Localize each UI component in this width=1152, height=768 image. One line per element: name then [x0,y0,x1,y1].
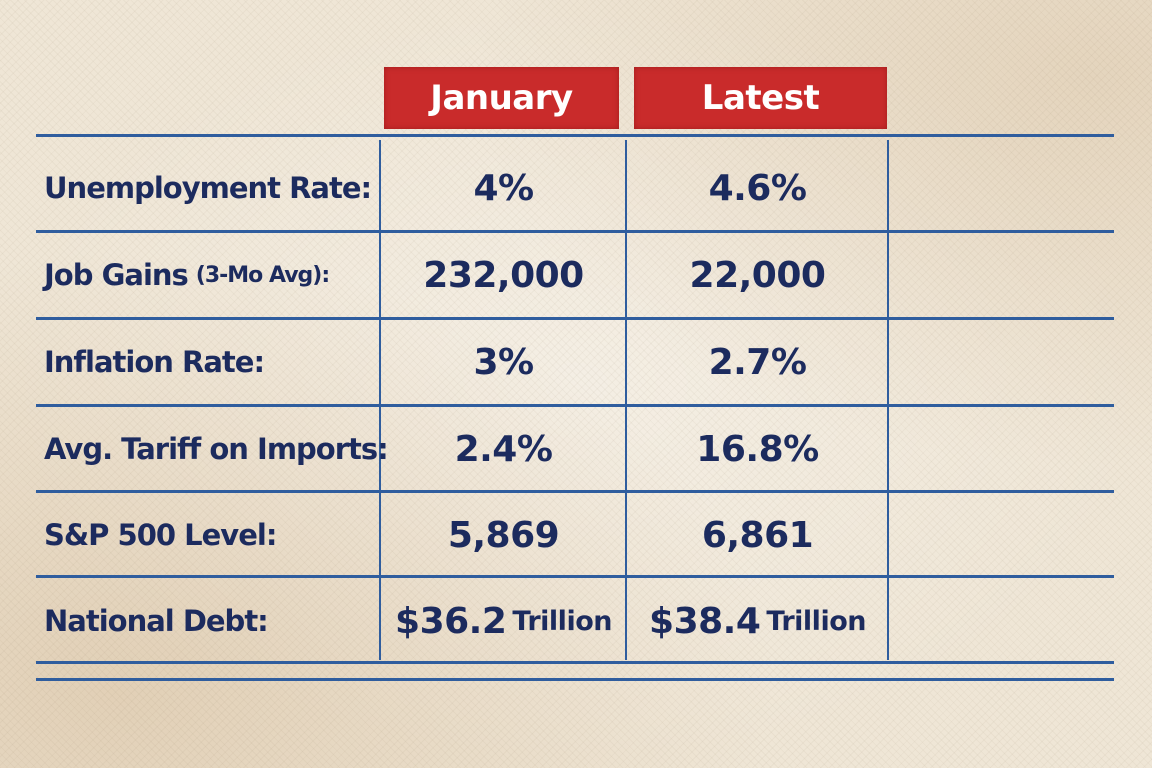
row-label: S&P 500 Level: [44,492,277,578]
row-label-text: National Debt: [44,604,269,638]
value-text: $36.2 [395,600,507,642]
value-text: 16.8% [696,428,819,470]
value-text: 2.7% [708,341,807,383]
value-text: 4.6% [708,167,807,209]
row-divider [36,317,1114,320]
value-cell-latest: 6,861 [627,492,888,578]
rule-bottom-double [36,678,1114,681]
value-text: $38.4 [649,600,761,642]
row-divider [36,490,1114,493]
value-cell-latest: 22,000 [627,232,888,318]
row-label: Avg. Tariff on Imports: [44,406,389,492]
value-cell-latest: 16.8% [627,406,888,492]
value-cell-latest: $38.4 Trillion [627,578,888,664]
value-unit: Trillion [766,605,866,637]
row-label-text: Avg. Tariff on Imports: [44,432,389,466]
value-text: 2.4% [454,428,553,470]
value-cell-january: 4% [382,145,625,231]
row-label-text: Unemployment Rate: [44,171,372,205]
column-header-january: January [384,67,619,129]
value-text: 6,861 [701,514,814,556]
row-label-text: Inflation Rate: [44,345,265,379]
value-text: 5,869 [447,514,560,556]
value-cell-january: 2.4% [382,406,625,492]
value-cell-latest: 4.6% [627,145,888,231]
row-label: Job Gains (3-Mo Avg): [44,232,330,318]
row-label: Inflation Rate: [44,319,265,405]
value-text: 22,000 [689,254,826,296]
row-divider [36,230,1114,233]
value-unit: Trillion [512,605,612,637]
value-cell-january: 5,869 [382,492,625,578]
row-divider [36,404,1114,407]
column-divider [379,140,381,660]
value-text: 3% [473,341,534,383]
value-text: 4% [473,167,534,209]
value-cell-january: 3% [382,319,625,405]
value-cell-latest: 2.7% [627,319,888,405]
column-divider [887,140,889,660]
column-divider [625,140,627,660]
row-label-text: Job Gains [44,258,189,292]
row-divider [36,575,1114,578]
row-label-note: (3-Mo Avg): [195,262,330,288]
value-text: 232,000 [423,254,584,296]
value-cell-january: $36.2 Trillion [382,578,625,664]
row-label: National Debt: [44,578,269,664]
row-label-text: S&P 500 Level: [44,518,277,552]
rule-top [36,134,1114,137]
column-header-latest: Latest [634,67,887,129]
row-label: Unemployment Rate: [44,145,372,231]
value-cell-january: 232,000 [382,232,625,318]
rule-bottom [36,661,1114,664]
